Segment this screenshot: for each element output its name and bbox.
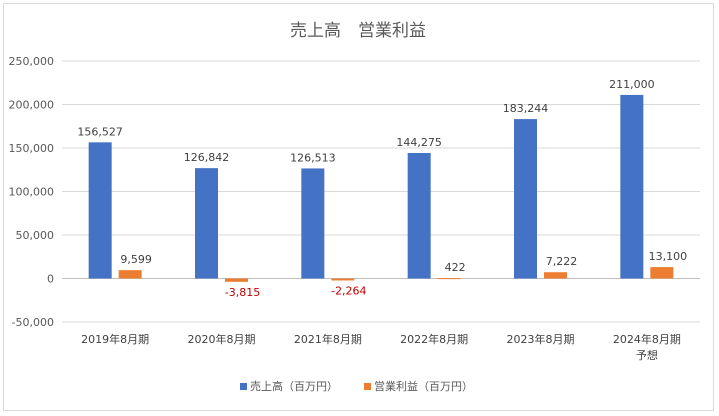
legend-swatch (240, 383, 247, 390)
y-tick-label: -50,000 (12, 316, 54, 329)
y-tick-label: 100,000 (9, 186, 55, 199)
operating-profit-bar (225, 278, 248, 282)
y-tick-label: 150,000 (9, 142, 55, 155)
sales-bar (301, 168, 325, 279)
operating-profit-data-label: -2,264 (331, 284, 366, 297)
chart-title: 売上高 営業利益 (290, 21, 426, 41)
y-tick-label: 200,000 (9, 99, 55, 112)
sales-data-label: 126,513 (290, 151, 336, 164)
gridlines (62, 60, 700, 323)
y-tick-label: 0 (47, 273, 54, 286)
bars (88, 94, 674, 282)
sales-data-label: 183,244 (503, 102, 549, 115)
sales-bar (514, 119, 537, 279)
y-axis: 250,000 200,000 150,000 100,000 50,000 0 -50,0… (9, 55, 55, 329)
operating-profit-bar (437, 278, 461, 280)
x-category-label: 予想 (636, 348, 658, 362)
operating-profit-bar (650, 267, 674, 279)
sales-data-label: 126,842 (184, 151, 230, 164)
x-category-label: 2024年8月期 (613, 332, 681, 346)
data-labels: 156,527 9,599 126,842 -3,815 126,513 -2,264 14… (77, 78, 687, 299)
chart-area (3, 3, 714, 411)
operating-profit-bar (118, 270, 142, 279)
x-category-label: 2023年8月期 (507, 332, 575, 346)
operating-profit-data-label: 422 (445, 261, 466, 274)
x-category-label: 2021年8月期 (294, 332, 362, 346)
sales-bar (88, 142, 112, 279)
x-category-label: 2019年8月期 (81, 332, 149, 346)
sales-data-label: 211,000 (609, 78, 655, 91)
legend-entry: 営業利益（百万円） (374, 379, 473, 393)
x-axis: 2019年8月期 2020年8月期 2021年8月期 2022年8月期 2023年8月期… (81, 332, 681, 362)
legend-entry: 売上高（百万円） (250, 379, 338, 393)
operating-profit-data-label: 7,222 (546, 255, 578, 268)
sales-bar (407, 152, 431, 279)
sales-data-label: 156,527 (77, 125, 123, 138)
sales-data-label: 144,275 (396, 136, 442, 149)
operating-profit-bar (331, 278, 355, 281)
sales-bar (620, 94, 644, 279)
operating-profit-data-label: 13,100 (649, 250, 688, 263)
y-tick-label: 250,000 (9, 55, 55, 68)
x-category-label: 2020年8月期 (188, 332, 256, 346)
x-category-label: 2022年8月期 (400, 332, 468, 346)
legend: 売上高（百万円） 営業利益（百万円） (240, 379, 473, 393)
operating-profit-bar (544, 272, 567, 279)
operating-profit-data-label: 9,599 (120, 253, 152, 266)
legend-swatch (364, 383, 371, 390)
operating-profit-data-label: -3,815 (225, 286, 260, 299)
sales-bar (195, 168, 218, 279)
y-tick-label: 50,000 (16, 229, 55, 242)
